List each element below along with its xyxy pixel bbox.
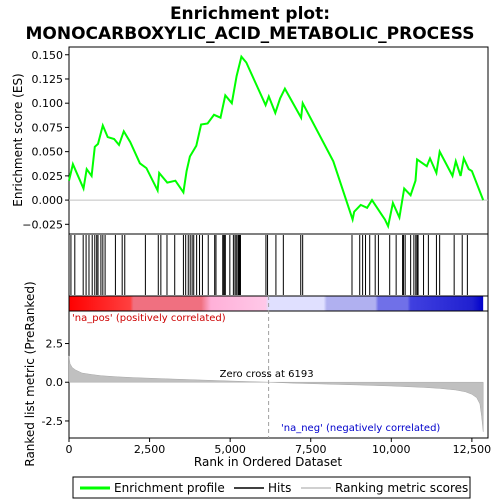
es-panel: −0.025 0.000 0.025 0.050 0.075 0.100 0.125 0.15… bbox=[11, 46, 489, 235]
rank-x-tick-label: 2,500 bbox=[134, 443, 166, 456]
es-y-ticks: −0.025 0.000 0.025 0.050 0.075 0.100 0.125 0.15… bbox=[22, 49, 69, 231]
rank-x-axis-label: Rank in Ordered Dataset bbox=[194, 455, 342, 469]
es-panel-frame bbox=[68, 46, 489, 235]
hit-markers bbox=[70, 235, 468, 295]
legend-label-enrichment-profile: Enrichment profile bbox=[114, 481, 225, 495]
metric-y-axis-label: Ranked list metric (PreRanked) bbox=[23, 281, 37, 466]
metric-y-tick-label: 2.5 bbox=[46, 338, 64, 351]
rank-x-tick-label: 12,500 bbox=[453, 443, 492, 456]
es-y-tick-label: 0.050 bbox=[32, 146, 64, 159]
es-y-tick-label: 0.100 bbox=[32, 97, 64, 110]
es-y-axis-label: Enrichment score (ES) bbox=[11, 73, 25, 206]
legend-label-hits: Hits bbox=[268, 481, 291, 495]
metric-y-tick-label: -2.5 bbox=[42, 415, 63, 428]
rank-x-tick-label: 0 bbox=[66, 443, 73, 456]
zero-cross-label: Zero cross at 6193 bbox=[220, 369, 314, 380]
metric-panel-frame bbox=[68, 310, 489, 439]
ranking-heatmap-bar bbox=[68, 295, 489, 312]
rank-x-tick-label: 5,000 bbox=[214, 443, 246, 456]
rank-x-tick-label: 7,500 bbox=[295, 443, 327, 456]
metric-y-ticks: -2.5 0.0 2.5 bbox=[42, 338, 69, 428]
hits-panel bbox=[68, 233, 489, 297]
es-y-tick-label: 0.025 bbox=[32, 170, 64, 183]
positive-correlation-label: 'na_pos' (positively correlated) bbox=[72, 313, 226, 324]
es-y-tick-label: 0.000 bbox=[32, 194, 64, 207]
negative-correlation-label: 'na_neg' (negatively correlated) bbox=[281, 423, 440, 434]
legend-frame bbox=[72, 476, 471, 499]
es-y-tick-label: −0.025 bbox=[22, 218, 63, 231]
es-y-tick-label: 0.150 bbox=[32, 49, 64, 62]
hits-panel-frame bbox=[68, 233, 489, 297]
es-y-tick-label: 0.075 bbox=[32, 121, 64, 134]
es-y-tick-label: 0.125 bbox=[32, 73, 64, 86]
rank-x-tick-label: 10,000 bbox=[372, 443, 411, 456]
heatmap-strip bbox=[69, 296, 484, 311]
metric-y-tick-label: 0.0 bbox=[46, 376, 64, 389]
legend-label-ranking-metric: Ranking metric scores bbox=[335, 481, 468, 495]
enrichment-profile-line bbox=[68, 54, 485, 230]
rank-x-ticks: 0 2,500 5,000 7,500 10,000 12,500 bbox=[66, 438, 492, 456]
ranking-metric-area bbox=[68, 355, 484, 432]
legend: Enrichment profile Hits Ranking metric s… bbox=[72, 476, 471, 499]
chart-title-line2: MONOCARBOXYLIC_ACID_METABOLIC_PROCESS bbox=[25, 24, 474, 44]
metric-panel: Zero cross at 6193 'na_pos' (positively … bbox=[23, 281, 491, 469]
chart-title-line1: Enrichment plot: bbox=[170, 4, 330, 24]
